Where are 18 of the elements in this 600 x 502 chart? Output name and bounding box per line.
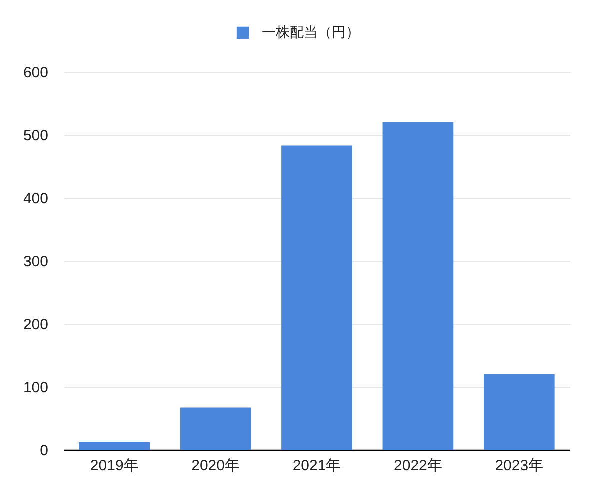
bar	[382, 122, 454, 450]
y-tick-label: 400	[23, 190, 48, 208]
y-tick-label: 600	[23, 64, 48, 82]
y-tick-label: 0	[40, 442, 48, 460]
y-tick-label: 300	[23, 254, 48, 270]
x-tick-label: 2019年	[90, 458, 139, 474]
y-tick-label: 500	[23, 128, 48, 144]
x-tick-label: 2023年	[495, 458, 544, 474]
legend-label: 一株配当（円）	[262, 24, 360, 40]
x-tick-label: 2020年	[192, 458, 240, 474]
y-tick-label: 100	[23, 380, 48, 396]
y-tick-label: 200	[23, 316, 48, 334]
bar	[484, 374, 555, 450]
bar	[282, 146, 352, 450]
bar	[180, 408, 252, 450]
x-tick-label: 2022年	[394, 458, 442, 474]
x-tick-label: 2021年	[292, 458, 342, 474]
bar	[79, 442, 150, 450]
